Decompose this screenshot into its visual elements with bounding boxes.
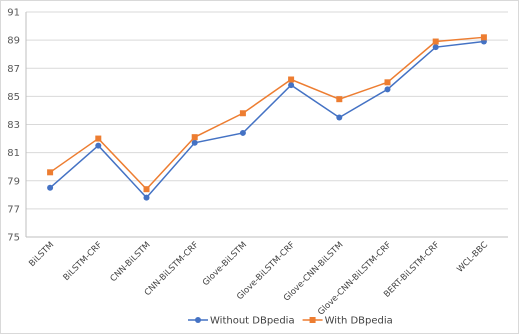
legend-marker — [195, 317, 201, 323]
x-tick-label: Glove-BiLSTM — [201, 240, 249, 288]
y-tick-label: 89 — [7, 36, 20, 47]
y-tick-label: 79 — [7, 176, 20, 187]
axes — [25, 12, 508, 238]
data-point — [432, 44, 439, 51]
data-point — [47, 169, 54, 176]
data-point — [47, 184, 54, 191]
y-tick-label: 83 — [7, 120, 20, 131]
data-point — [384, 79, 391, 86]
data-point — [384, 86, 391, 93]
data-point — [143, 186, 150, 193]
data-point — [95, 142, 102, 149]
y-tick-label: 81 — [7, 148, 20, 159]
y-tick-label: 85 — [7, 92, 20, 103]
data-point — [191, 139, 198, 146]
data-point — [288, 76, 295, 83]
series-line — [49, 40, 484, 199]
legend-label: Without DBpedia — [210, 316, 295, 327]
y-tick-label: 87 — [7, 64, 20, 75]
x-tick-labels: BiLSTM BiLSTM-CRF CNN-BiLSTMCNN-BiLSTM-CRF… — [27, 240, 490, 318]
data-point — [239, 129, 246, 136]
x-tick-label: CNN-BiLSTM — [109, 240, 153, 284]
data-point — [95, 135, 102, 142]
data-point — [480, 34, 487, 41]
x-tick-label: CNN-BiLSTM-CRF — [143, 240, 201, 298]
series-line — [49, 36, 484, 191]
data-point — [288, 82, 295, 89]
y-tick-labels: 75 77 79 81 83 85 87 89 91 — [7, 8, 20, 244]
legend-item: With DBpedia — [302, 316, 393, 327]
legend-label: With DBpedia — [325, 316, 393, 327]
y-tick-label: 91 — [7, 8, 20, 19]
x-tick-label: WCL-BBC — [455, 240, 490, 275]
series-0 — [47, 38, 487, 201]
series-group — [47, 34, 487, 201]
data-point — [143, 194, 150, 201]
data-point — [336, 96, 343, 103]
y-tick-label: 75 — [7, 233, 20, 244]
series-1 — [47, 34, 487, 193]
y-tick-label: 77 — [7, 204, 20, 215]
legend-item: Without DBpedia — [188, 316, 295, 327]
data-point — [239, 110, 246, 117]
x-tick-label: BiLSTM — [27, 240, 56, 269]
data-point — [336, 114, 343, 121]
x-tick-label: BiLSTM-CRF — [62, 240, 105, 283]
data-point — [432, 38, 439, 45]
legend-marker — [309, 317, 316, 323]
data-point — [191, 134, 198, 141]
legend: Without DBpedia With DBpedia — [188, 316, 393, 327]
